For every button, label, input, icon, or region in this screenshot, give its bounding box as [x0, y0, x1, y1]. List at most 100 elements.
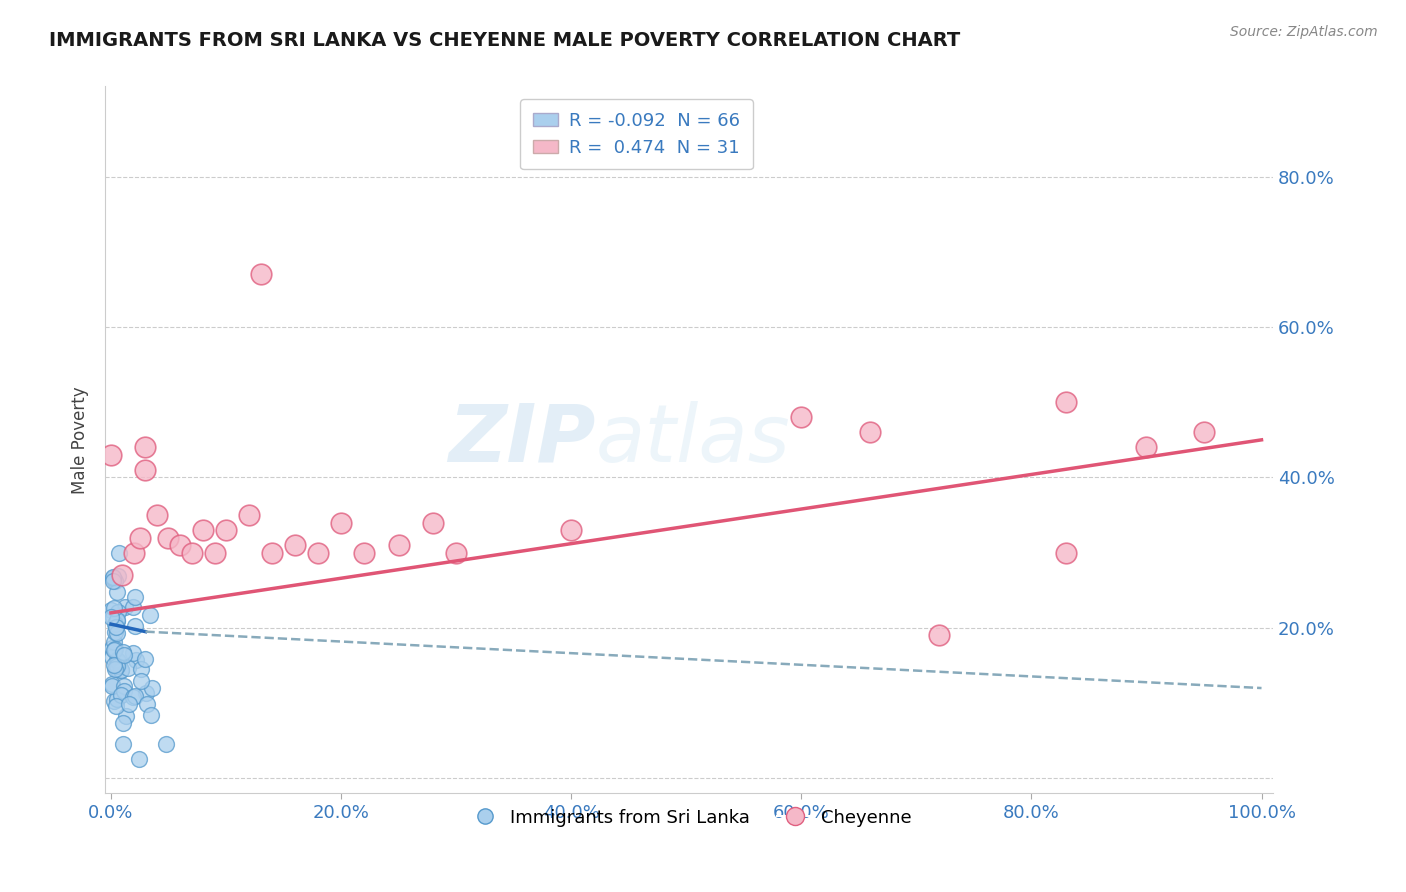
Point [560, 523, 582, 537]
Point [422, 516, 444, 530]
Point [180, 546, 202, 560]
Text: Source: ZipAtlas.com: Source: ZipAtlas.com [1230, 25, 1378, 39]
Point [260, 546, 283, 560]
Point [249, 268, 271, 282]
Point [105, 653, 128, 667]
Point [104, 624, 127, 639]
Point [105, 585, 128, 599]
Point [204, 546, 226, 560]
Point [114, 600, 136, 615]
Point [122, 599, 145, 614]
Point [100, 610, 122, 624]
Point [307, 546, 329, 560]
Point [100, 649, 122, 664]
Point [136, 697, 159, 711]
Point [107, 654, 129, 668]
Point [105, 662, 128, 676]
Point [114, 684, 136, 698]
Y-axis label: Male Poverty: Male Poverty [72, 386, 89, 493]
Point [104, 663, 127, 677]
Point [353, 546, 375, 560]
Point [238, 508, 260, 522]
Point [108, 656, 131, 670]
Point [122, 546, 145, 560]
Point [111, 568, 134, 582]
Point [790, 410, 813, 425]
Point [117, 661, 139, 675]
Text: ZIP: ZIP [449, 401, 596, 479]
Point [105, 658, 128, 673]
Legend: Immigrants from Sri Lanka, Cheyenne: Immigrants from Sri Lanka, Cheyenne [460, 801, 918, 834]
Point [1054, 395, 1077, 409]
Point [101, 679, 124, 693]
Point [103, 693, 125, 707]
Point [101, 574, 124, 588]
Point [134, 652, 156, 666]
Point [1192, 425, 1215, 440]
Point [105, 614, 128, 628]
Point [100, 448, 122, 462]
Point [100, 603, 122, 617]
Point [215, 523, 238, 537]
Point [124, 619, 146, 633]
Point [111, 738, 134, 752]
Point [129, 674, 152, 689]
Point [124, 590, 146, 604]
Point [110, 663, 132, 677]
Point [110, 688, 132, 702]
Point [128, 531, 150, 545]
Point [128, 752, 150, 766]
Point [104, 616, 127, 631]
Point [191, 523, 214, 537]
Point [105, 613, 128, 627]
Point [112, 645, 135, 659]
Point [859, 425, 882, 440]
Point [388, 538, 411, 552]
Point [157, 531, 180, 545]
Point [105, 659, 128, 673]
Point [129, 662, 152, 676]
Point [121, 690, 143, 705]
Point [107, 546, 129, 560]
Point [101, 569, 124, 583]
Point [100, 641, 122, 656]
Point [444, 546, 467, 560]
Point [155, 737, 177, 751]
Point [105, 698, 128, 713]
Point [134, 463, 156, 477]
Text: atlas: atlas [596, 401, 790, 479]
Point [284, 538, 307, 552]
Point [104, 620, 127, 634]
Point [139, 608, 162, 623]
Point [105, 625, 128, 640]
Point [112, 679, 135, 693]
Point [103, 600, 125, 615]
Point [104, 642, 127, 657]
Point [118, 698, 141, 712]
Point [104, 574, 127, 588]
Point [110, 663, 132, 677]
Point [330, 516, 353, 530]
Point [103, 635, 125, 649]
Point [1054, 546, 1077, 560]
Point [122, 646, 145, 660]
Point [107, 605, 129, 619]
Point [146, 508, 169, 522]
Point [139, 707, 162, 722]
Point [134, 441, 156, 455]
Point [141, 681, 163, 695]
Point [124, 653, 146, 667]
Text: IMMIGRANTS FROM SRI LANKA VS CHEYENNE MALE POVERTY CORRELATION CHART: IMMIGRANTS FROM SRI LANKA VS CHEYENNE MA… [49, 31, 960, 50]
Point [124, 689, 146, 703]
Point [101, 571, 124, 585]
Point [105, 691, 128, 706]
Point [107, 568, 129, 582]
Point [100, 677, 122, 691]
Point [928, 628, 950, 642]
Point [169, 538, 191, 552]
Point [103, 657, 125, 672]
Point [1135, 441, 1157, 455]
Point [103, 609, 125, 624]
Point [114, 648, 136, 662]
Point [103, 643, 125, 657]
